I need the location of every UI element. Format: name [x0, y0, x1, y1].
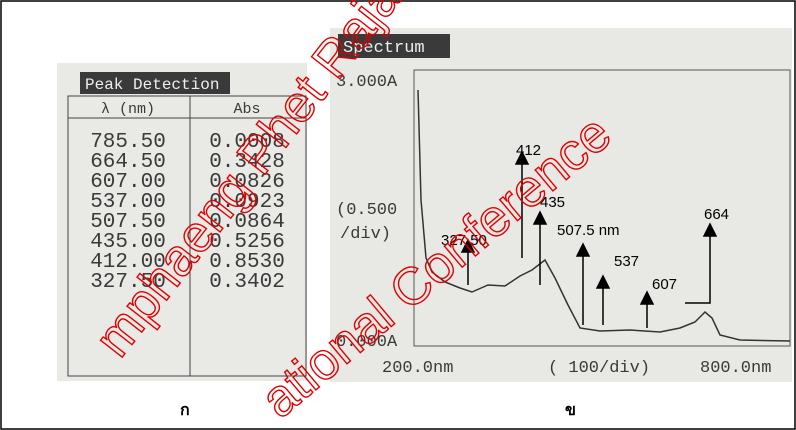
figure: Peak Detection λ (nm) Abs 785.500.000866… — [0, 0, 796, 430]
peak-label: 507.5 nm — [557, 222, 620, 239]
axis-label: 800.0nm — [700, 359, 771, 378]
axis-label: /div) — [340, 225, 391, 244]
screen-title: Peak Detection — [85, 76, 219, 94]
axis-label: ( 100/div) — [548, 359, 650, 378]
caption: ก — [180, 400, 190, 419]
peak-label: 607 — [652, 276, 677, 293]
spectrum-screen: Spectrum 3.000A (0.500 /div) 0.000A 200.… — [330, 28, 792, 419]
axis-label: 200.0nm — [382, 359, 453, 378]
column-header: λ (nm) — [101, 101, 155, 118]
page: {"left_panel": {"title": "Peak Detection… — [0, 0, 796, 430]
axis-label: (0.500 — [336, 201, 397, 220]
table-cell: 0.3402 — [209, 271, 285, 294]
peak-label: 537 — [614, 253, 639, 270]
peak-label: 664 — [704, 206, 729, 223]
caption: ข — [565, 400, 576, 419]
